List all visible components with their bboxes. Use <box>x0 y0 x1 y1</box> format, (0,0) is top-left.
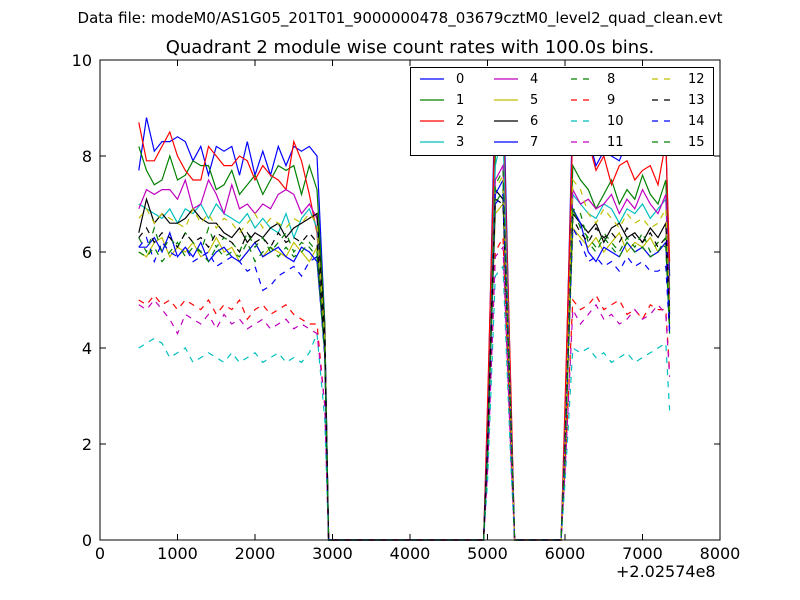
legend-label: 10 <box>607 113 624 129</box>
legend-item-8: 8 <box>571 69 615 89</box>
legend-line-swatch <box>652 78 676 80</box>
series-line-0 <box>138 72 671 541</box>
series-line-15 <box>138 168 671 541</box>
legend-line-swatch <box>571 141 595 143</box>
x-tick-label: 0 <box>95 544 105 563</box>
legend-item-10: 10 <box>571 111 624 131</box>
legend-label: 9 <box>607 92 616 108</box>
x-tick-label: 4000 <box>390 544 431 563</box>
chart-title: Quadrant 2 module wise count rates with … <box>165 37 655 58</box>
chart-suptitle: Data file: modeM0/AS1G05_201T01_90000004… <box>77 9 723 27</box>
legend-item-0: 0 <box>420 69 464 89</box>
series-line-10 <box>138 264 671 541</box>
legend-line-swatch <box>420 141 444 143</box>
series-line-11 <box>138 245 671 541</box>
legend-item-4: 4 <box>494 69 538 89</box>
legend-label: 7 <box>530 134 539 150</box>
legend-line-swatch <box>652 99 676 101</box>
y-tick-label: 10 <box>72 51 92 70</box>
series-line-4 <box>138 163 671 541</box>
x-tick-label: 2000 <box>235 544 276 563</box>
legend-label: 4 <box>530 71 539 87</box>
legend-item-1: 1 <box>420 90 464 110</box>
series-line-7 <box>138 177 671 541</box>
legend-item-6: 6 <box>494 111 538 131</box>
x-tick-label: 8000 <box>700 544 741 563</box>
legend-line-swatch <box>494 99 518 101</box>
legend-label: 5 <box>530 92 539 108</box>
legend-line-swatch <box>494 141 518 143</box>
legend-item-5: 5 <box>494 90 538 110</box>
legend-line-swatch <box>494 120 518 122</box>
y-tick-label: 8 <box>82 147 92 166</box>
x-tick-label: 7000 <box>622 544 663 563</box>
legend-label: 12 <box>688 71 705 87</box>
legend-label: 11 <box>607 134 624 150</box>
legend-line-swatch <box>420 99 444 101</box>
x-tick-label: 1000 <box>157 544 198 563</box>
series-line-9 <box>138 235 671 541</box>
x-tick-label: 6000 <box>545 544 586 563</box>
y-tick-label: 2 <box>82 435 92 454</box>
legend-item-9: 9 <box>571 90 615 110</box>
legend-line-swatch <box>571 78 595 80</box>
legend-label: 13 <box>688 92 705 108</box>
legend-item-13: 13 <box>652 90 705 110</box>
legend-label: 8 <box>607 71 616 87</box>
legend-label: 14 <box>688 113 705 129</box>
legend-line-swatch <box>420 78 444 80</box>
legend-label: 2 <box>456 113 465 129</box>
legend-line-swatch <box>420 120 444 122</box>
legend-line-swatch <box>652 141 676 143</box>
legend-item-14: 14 <box>652 111 705 131</box>
x-axis-offset-text: +2.02574e8 <box>616 562 716 581</box>
legend-item-3: 3 <box>420 132 464 152</box>
legend-label: 1 <box>456 92 465 108</box>
legend-line-swatch <box>571 120 595 122</box>
legend-line-swatch <box>571 99 595 101</box>
x-tick-label: 3000 <box>312 544 353 563</box>
legend-item-2: 2 <box>420 111 464 131</box>
legend-label: 0 <box>456 71 465 87</box>
y-tick-label: 6 <box>82 243 92 262</box>
legend-item-12: 12 <box>652 69 705 89</box>
series-line-13 <box>138 198 671 541</box>
series-line-1 <box>138 117 671 541</box>
y-tick-label: 4 <box>82 339 92 358</box>
series-line-14 <box>138 192 671 541</box>
legend-line-swatch <box>652 120 676 122</box>
legend-label: 15 <box>688 134 705 150</box>
legend-label: 3 <box>456 134 465 150</box>
legend-line-swatch <box>494 78 518 80</box>
legend: 0 1 2 3 4 5 6 7 8 9 10 11 12 13 14 15 <box>410 67 714 156</box>
x-tick-label: 5000 <box>467 544 508 563</box>
legend-item-7: 7 <box>494 132 538 152</box>
y-tick-label: 0 <box>82 531 92 550</box>
legend-label: 6 <box>530 113 539 129</box>
legend-item-11: 11 <box>571 132 624 152</box>
legend-item-15: 15 <box>652 132 705 152</box>
